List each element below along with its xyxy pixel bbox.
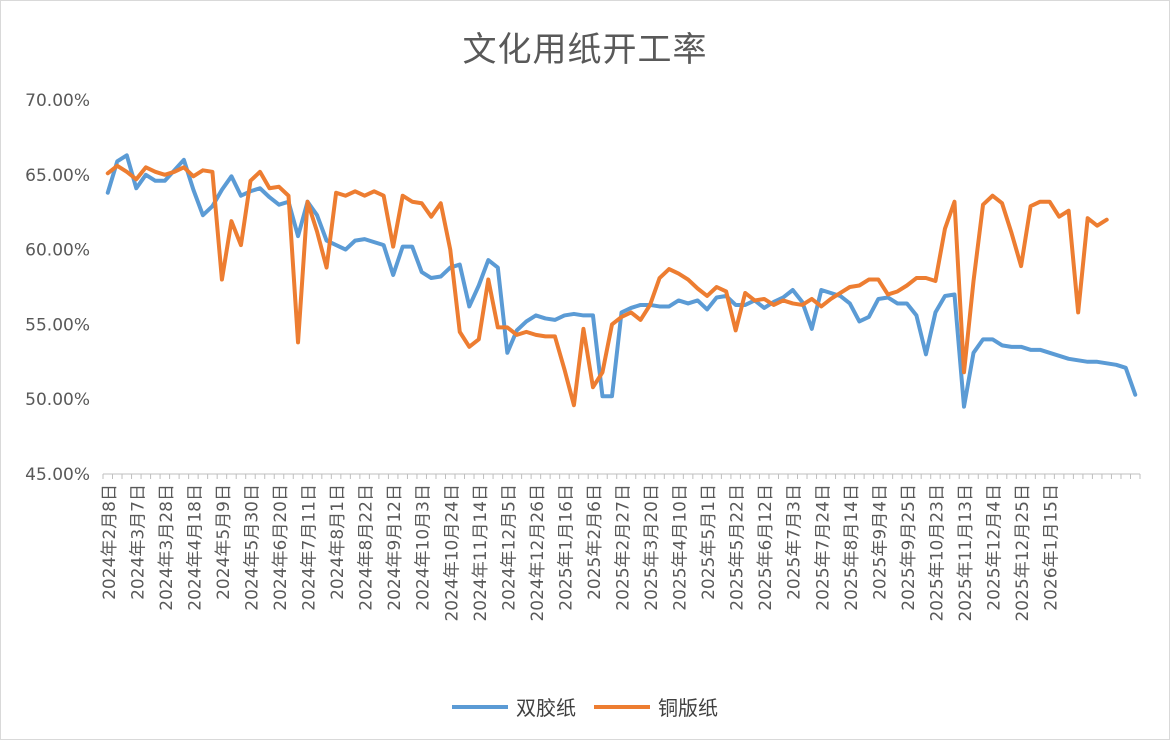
x-tick-label: 2024年3月7日 <box>128 484 148 600</box>
x-tick-label: 2024年8月22日 <box>357 484 377 611</box>
x-tick-label: 2024年2月8日 <box>100 484 120 600</box>
x-tick-label: 2025年8月14日 <box>842 484 862 611</box>
x-tick-label: 2024年9月12日 <box>385 484 405 611</box>
y-tick-label: 55.00% <box>25 315 90 335</box>
x-tick-label: 2024年3月28日 <box>157 484 177 611</box>
y-tick-label: 65.00% <box>25 166 90 186</box>
x-tick-label: 2024年6月20日 <box>271 484 291 611</box>
legend-swatch-orange <box>594 704 650 709</box>
y-tick-label: 45.00% <box>25 465 90 485</box>
x-tick-label: 2024年4月18日 <box>185 484 205 611</box>
x-tick-label: 2024年5月9日 <box>214 484 234 600</box>
x-tick-label: 2025年12月25日 <box>1013 484 1033 622</box>
legend-item-tongbanzhi: 铜版纸 <box>594 692 718 721</box>
legend-label: 铜版纸 <box>658 696 718 720</box>
series-line-shuangjiaozhi <box>105 153 1138 409</box>
y-tick-label: 70.00% <box>25 91 90 111</box>
x-tick-label: 2024年12月26日 <box>528 484 548 622</box>
x-tick-label: 2025年10月23日 <box>927 484 947 622</box>
chart-title: 文化用纸开工率 <box>462 30 708 70</box>
x-tick-label: 2025年5月1日 <box>699 484 719 600</box>
x-tick-label: 2024年5月30日 <box>242 484 262 611</box>
x-tick-label: 2025年4月10日 <box>671 484 691 611</box>
x-tick-label: 2025年5月22日 <box>728 484 748 611</box>
legend-label: 双胶纸 <box>516 696 576 720</box>
y-tick-label: 60.00% <box>25 241 90 261</box>
legend-item-shuangjiaozhi: 双胶纸 <box>452 692 576 721</box>
legend-swatch-blue <box>452 704 508 709</box>
x-tick-label: 2025年1月16日 <box>556 484 576 611</box>
x-tick-label: 2024年11月14日 <box>471 484 491 622</box>
legend: 双胶纸 铜版纸 <box>0 692 1170 721</box>
x-tick-label: 2025年11月13日 <box>956 484 976 622</box>
x-tick-label: 2024年10月24日 <box>442 484 462 622</box>
x-tick-label: 2025年2月6日 <box>585 484 605 600</box>
y-tick-label: 50.00% <box>25 390 90 410</box>
x-tick-label: 2025年6月12日 <box>756 484 776 611</box>
x-tick-label: 2025年7月24日 <box>813 484 833 611</box>
x-tick-label: 2025年9月25日 <box>899 484 919 611</box>
x-tick-label: 2025年9月4日 <box>870 484 890 600</box>
x-tick-label: 2025年12月4日 <box>985 484 1005 611</box>
x-tick-label: 2024年7月11日 <box>300 484 320 611</box>
x-tick-label: 2025年3月20日 <box>642 484 662 611</box>
x-tick-label: 2024年12月5日 <box>499 484 519 611</box>
x-tick-label: 2025年7月3日 <box>785 484 805 600</box>
x-tick-label: 2025年2月27日 <box>614 484 634 611</box>
series-line-tongbanzhi <box>105 163 1109 408</box>
x-tick-label: 2026年1月15日 <box>1042 484 1062 611</box>
x-tick-label: 2024年8月1日 <box>328 484 348 600</box>
x-tick-label: 2024年10月3日 <box>414 484 434 611</box>
